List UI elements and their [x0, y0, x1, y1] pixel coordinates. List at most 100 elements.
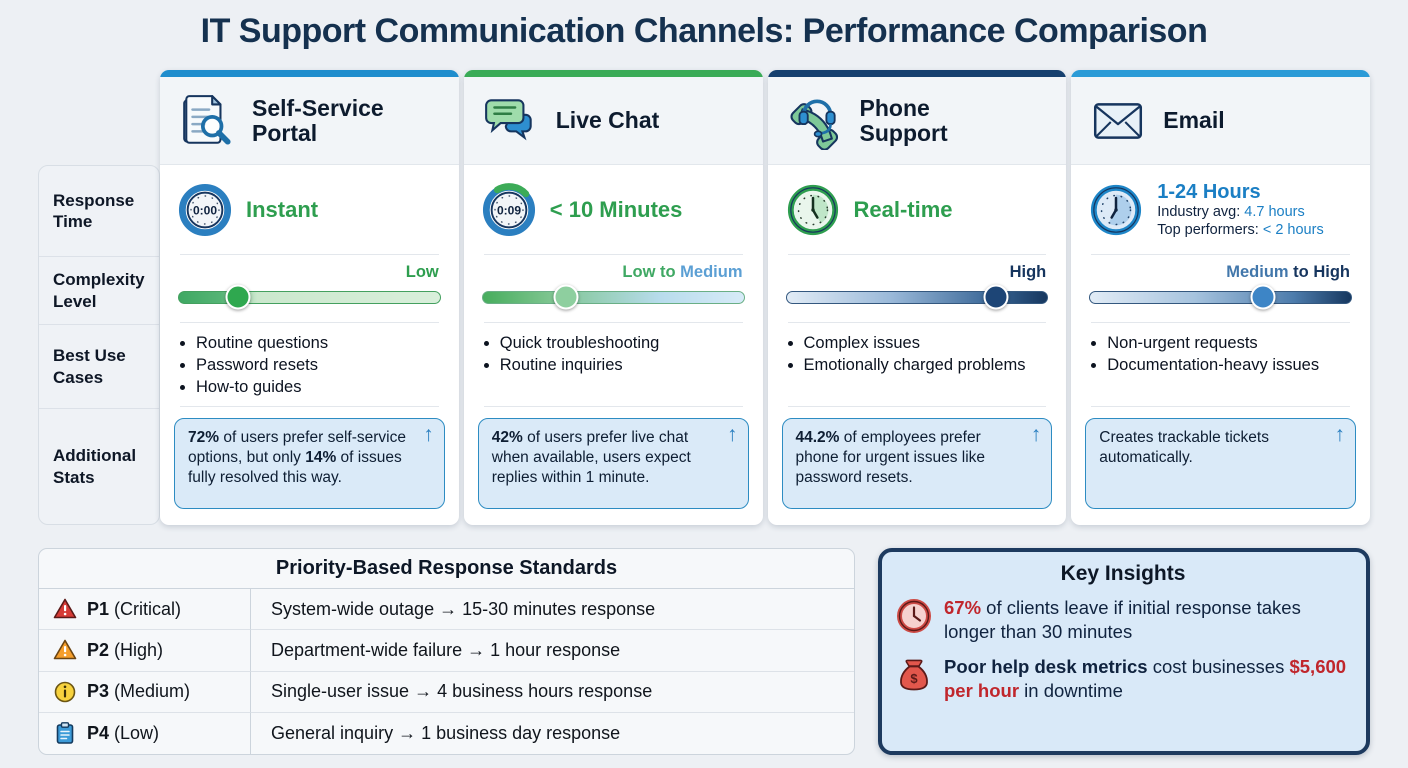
- row-label-best-use-cases: Best Use Cases: [39, 324, 159, 408]
- response-time-cell: Real-time: [768, 165, 1067, 255]
- use-case-item: Routine questions: [196, 333, 445, 355]
- priority-row-p3-label: P3 (Medium): [39, 671, 251, 713]
- response-time-value: Real-time: [853, 196, 953, 222]
- row-label-response-time: Response Time: [53, 190, 135, 231]
- arrow-up-icon: ↑: [727, 423, 738, 446]
- use-case-item: How-to guides: [196, 377, 445, 399]
- use-case-item: Quick troubleshooting: [500, 333, 749, 355]
- use-case-list: Non-urgent requests Documentation-heavy …: [1087, 333, 1356, 377]
- priority-row-p1-description: System-wide outage → 15-30 minutes respo…: [251, 589, 854, 631]
- key-insights-title: Key Insights: [1060, 562, 1186, 585]
- money-bag-icon: $: [900, 659, 928, 691]
- analog-clock-green-icon: [787, 184, 838, 236]
- card-live-chat: Live Chat 0:09 < 10 Minutes Low to Mediu…: [463, 70, 763, 525]
- svg-text:$: $: [910, 671, 918, 686]
- slider-knob[interactable]: [553, 284, 579, 310]
- timer-clock-icon: 0:00: [178, 183, 232, 237]
- priority-row-p3-description: Single-user issue → 4 business hours res…: [251, 672, 854, 713]
- slider-knob[interactable]: [983, 284, 1009, 310]
- arrow-up-icon: ↑: [423, 423, 434, 446]
- warning-triangle-red-icon: [53, 598, 77, 619]
- analog-clock-blue-icon: [1091, 184, 1142, 236]
- stat-text: Creates trackable tickets automatically.: [1099, 429, 1269, 467]
- card-self-service-portal: Self-Service Portal 0:00 Instant Low: [160, 70, 459, 525]
- complexity-label: High: [1009, 263, 1047, 281]
- insight-text: Poor help desk metrics cost businesses $…: [944, 656, 1347, 702]
- priority-level-text: P1 (Critical): [87, 598, 182, 619]
- additional-stats-cell: ↑ 42% of users prefer live chat when ava…: [464, 407, 763, 525]
- use-case-list: Routine questions Password resets How-to…: [176, 333, 445, 398]
- use-case-item: Non-urgent requests: [1107, 333, 1356, 355]
- priority-level-text: P3 (Medium): [87, 681, 191, 702]
- response-time-sub-top: Top performers: < 2 hours: [1157, 222, 1324, 238]
- response-time-cell: 0:00 Instant: [160, 165, 459, 255]
- use-case-item: Password resets: [196, 355, 445, 377]
- priority-row-p4-description: General inquiry → 1 business day respons…: [271, 722, 621, 743]
- complexity-cell: Medium to High: [1071, 255, 1370, 323]
- use-case-item: Emotionally charged problems: [804, 355, 1053, 377]
- priority-row-p2-description: Department-wide failure → 1 hour respons…: [251, 630, 854, 672]
- use-cases-cell: Routine questions Password resets How-to…: [160, 323, 459, 407]
- complexity-cell: Low: [160, 255, 459, 323]
- response-time-value: 1-24 Hours: [1157, 180, 1261, 203]
- clipboard-blue-icon: [56, 722, 74, 745]
- row-label-additional-stats: Additional Stats: [39, 408, 159, 524]
- use-cases-cell: Non-urgent requests Documentation-heavy …: [1071, 323, 1370, 407]
- slider-track: [1089, 290, 1352, 304]
- stat-text: 72% of users prefer self-service options…: [188, 429, 406, 487]
- key-insights-panel: Key Insights 67% of clients leave if ini…: [878, 548, 1370, 755]
- use-case-list: Quick troubleshooting Routine inquiries: [480, 333, 749, 377]
- priority-table-title: Priority-Based Response Standards: [39, 549, 854, 589]
- document-search-icon: [183, 94, 231, 145]
- priority-row-p2-label: P2 (High): [39, 630, 251, 672]
- card-header: Phone Support: [767, 77, 1067, 165]
- use-case-list: Complex issues Emotionally charged probl…: [784, 333, 1053, 377]
- row-labels-panel: Response Time Complexity Level Best Use …: [38, 165, 160, 525]
- arrow-up-icon: ↑: [1030, 423, 1042, 446]
- additional-stats-cell: ↑ 72% of users prefer self-service optio…: [160, 407, 459, 525]
- card-accent-bar: [160, 70, 459, 77]
- complexity-slider: [785, 284, 1049, 310]
- card-title: Email: [1163, 107, 1225, 134]
- complexity-slider: [178, 284, 441, 310]
- card-phone-support: Phone Support Real-time High: [767, 70, 1067, 525]
- response-time-cell: 1-24 Hours Industry avg: 4.7 hours Top p…: [1071, 165, 1370, 255]
- clock-red-icon: [897, 599, 931, 633]
- additional-stats-cell: ↑ Creates trackable tickets automaticall…: [1071, 407, 1370, 525]
- svg-text:0:00: 0:00: [193, 203, 217, 217]
- priority-row-p1-label: P1 (Critical): [39, 589, 251, 631]
- priority-level-text: P2 (High): [87, 639, 164, 660]
- stat-callout: ↑ Creates trackable tickets automaticall…: [1085, 418, 1356, 509]
- stat-text: 42% of users prefer live chat when avail…: [491, 429, 691, 487]
- card-accent-bar: [1071, 70, 1370, 77]
- card-title: Phone Support: [859, 94, 948, 146]
- arrow-up-icon: ↑: [1334, 423, 1346, 446]
- use-case-item: Complex issues: [804, 333, 1053, 355]
- stat-callout: ↑ 42% of users prefer live chat when ava…: [477, 418, 749, 509]
- slider-track: [178, 290, 441, 304]
- card-header: Live Chat: [463, 77, 763, 165]
- page-title: IT Support Communication Channels: Perfo…: [200, 12, 1208, 50]
- slider-track: [481, 290, 745, 304]
- complexity-label: Low to Medium: [622, 263, 743, 281]
- additional-stats-cell: ↑ 44.2% of employees prefer phone for ur…: [768, 407, 1067, 525]
- complexity-label: Medium to High: [1226, 263, 1350, 281]
- priority-response-table: Priority-Based Response Standards P1 (Cr…: [38, 548, 855, 755]
- insight-text: 67% of clients leave if initial response…: [944, 597, 1301, 642]
- chat-bubbles-icon: [484, 98, 532, 140]
- stat-text: 44.2% of employees prefer phone for urge…: [795, 429, 986, 487]
- envelope-icon: [1094, 102, 1143, 139]
- slider-knob[interactable]: [225, 284, 251, 310]
- response-time-value: < 10 Minutes: [549, 196, 683, 222]
- warning-triangle-orange-icon: [53, 640, 77, 660]
- use-case-item: Routine inquiries: [500, 355, 749, 377]
- response-time-value: Instant: [246, 196, 319, 222]
- use-case-item: Documentation-heavy issues: [1107, 355, 1356, 377]
- row-label-complexity-level: Complexity Level: [39, 256, 159, 324]
- phone-headset-icon: [789, 98, 838, 150]
- slider-knob[interactable]: [1250, 284, 1276, 310]
- info-circle-yellow-icon: [54, 681, 76, 702]
- stat-callout: ↑ 44.2% of employees prefer phone for ur…: [781, 418, 1053, 509]
- card-accent-bar: [463, 70, 763, 77]
